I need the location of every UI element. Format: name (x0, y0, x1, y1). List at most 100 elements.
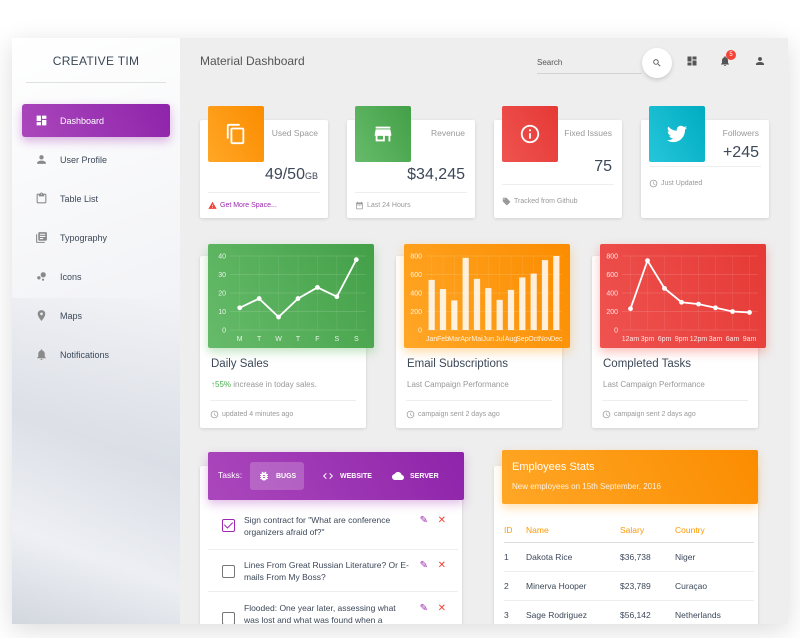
tasks-header: Tasks: BUGS WEBSITE SERVER (208, 452, 464, 500)
y-tick-label: 800 (410, 254, 422, 261)
column-header-name: Name (526, 518, 620, 543)
chart-bar (439, 289, 447, 330)
chart-footer-text: campaign sent 2 days ago (418, 411, 500, 418)
y-tick-label: 600 (410, 272, 422, 279)
cell-name: Dakota Rice (526, 542, 620, 572)
edit-icon[interactable]: ✎ (419, 515, 428, 526)
stat-footer-text: Tracked from Github (514, 198, 578, 205)
tab-server[interactable]: SERVER (384, 462, 447, 490)
column-header-id: ID (504, 518, 526, 543)
edit-icon[interactable]: ✎ (419, 603, 428, 614)
page-title[interactable]: Material Dashboard (200, 54, 305, 68)
x-tick-label: W (275, 336, 282, 343)
close-icon[interactable]: ✕ (437, 603, 446, 614)
close-icon[interactable]: ✕ (437, 515, 446, 526)
search-input[interactable]: Search (537, 52, 642, 74)
stat-card-fixed-issues: Fixed Issues 75 Tracked from Github (494, 106, 622, 218)
tab-bugs[interactable]: BUGS (250, 462, 305, 490)
code-icon (323, 473, 333, 479)
stat-label: Followers (722, 128, 759, 138)
content-copy-icon (226, 123, 245, 145)
chart-point (696, 301, 701, 307)
stat-footer: Get More Space... (208, 192, 320, 218)
chart-title: Daily Sales (211, 358, 269, 370)
chart-line (629, 258, 750, 314)
task-checkbox[interactable] (222, 612, 235, 624)
edit-icon[interactable]: ✎ (419, 560, 428, 571)
x-tick-label: Dec (550, 336, 563, 343)
chart-bar (519, 277, 526, 330)
calendar-icon (356, 201, 363, 210)
stat-footer-text: Just Updated (661, 180, 703, 187)
x-tick-label: 3pm (641, 336, 655, 343)
chart-footer: campaign sent 2 days ago (602, 400, 748, 428)
bell-icon (34, 348, 48, 362)
clock-icon (602, 410, 611, 419)
close-icon[interactable]: ✕ (437, 560, 446, 571)
chart-svg: 0 200 400 600 800 12am 3pm 6pm 9pm 12pm 3am 6am 9am (606, 254, 758, 343)
dashboard-toggle-button[interactable] (685, 54, 699, 68)
x-tick-label: 9am (743, 336, 757, 343)
divider (26, 82, 166, 83)
chart-svg: 0 200 400 600 800 Jan Feb Mar Apr Mai Jun Jul AugSep… (410, 254, 563, 344)
x-tick-label: T (296, 336, 301, 343)
chart-subtitle: ↑55% increase in today sales. (211, 380, 317, 389)
task-text: Lines From Great Russian Literature? Or … (244, 560, 409, 582)
sidebar-item-typography[interactable]: Typography (22, 221, 170, 254)
chart-point (237, 305, 243, 311)
sidebar-item-notifications[interactable]: Notifications (22, 338, 170, 371)
task-checkbox[interactable] (222, 519, 235, 532)
employees-header: Employees Stats New employees on 15th Se… (502, 450, 758, 504)
tab-website[interactable]: WEBSITE (314, 462, 380, 490)
sidebar: CREATIVE TIM Dashboard User Profile Tabl… (12, 38, 180, 624)
sidebar-item-user-profile[interactable]: User Profile (22, 143, 170, 176)
sidebar-item-label: Notifications (60, 349, 110, 360)
cell-country: Curaçao (675, 571, 754, 601)
info-outline-icon (520, 124, 540, 144)
x-tick-label: 3am (709, 336, 723, 343)
sidebar-item-table-list[interactable]: Table List (22, 182, 170, 215)
chart-point (645, 258, 650, 264)
task-checkbox[interactable] (222, 565, 235, 578)
x-tick-label: M (237, 336, 243, 343)
chart-bar (553, 256, 560, 330)
stat-card-followers: Followers +245 Just Updated (641, 106, 769, 218)
chart-subtitle: Last Campaign Performance (603, 380, 705, 389)
task-item: Lines From Great Russian Literature? Or … (208, 550, 458, 592)
x-tick-label: Feb (437, 336, 449, 343)
table-row: 3 Sage Rodriguez $56,142 Netherlands (504, 600, 754, 624)
y-tick-label: 600 (606, 272, 618, 279)
chart-bar (462, 257, 469, 330)
task-text: Flooded: One year later, assessing what … (244, 603, 396, 624)
brand-logo-text[interactable]: CREATIVE TIM (52, 54, 140, 68)
stat-footer-text: Last 24 Hours (367, 202, 411, 209)
search-button[interactable] (642, 48, 672, 78)
cell-country: Netherlands (675, 600, 754, 624)
y-tick-label: 400 (606, 291, 618, 298)
x-tick-label: F (315, 336, 319, 343)
tab-label: BUGS (276, 472, 297, 480)
sidebar-item-maps[interactable]: Maps (22, 299, 170, 332)
y-tick-label: 400 (410, 291, 422, 298)
tag-icon (502, 197, 511, 206)
chart-bar (541, 260, 549, 330)
sidebar-item-dashboard[interactable]: Dashboard (22, 104, 170, 137)
completed-tasks-card: 0 200 400 600 800 12am 3pm 6pm 9pm 12pm 3am 6am 9am … (592, 244, 766, 428)
chart-bar (485, 288, 492, 330)
cell-name: Sage Rodriguez (526, 600, 620, 624)
x-tick-label: S (354, 336, 359, 343)
cell-id: 3 (504, 600, 526, 624)
notification-badge: 5 (726, 50, 736, 60)
chart-svg: 0 10 20 30 40 M T W T F S S (218, 254, 366, 343)
sidebar-item-label: Dashboard (60, 115, 105, 126)
sidebar-item-icons[interactable]: Icons (22, 260, 170, 293)
dashboard-icon (687, 56, 697, 66)
stat-tile (355, 106, 411, 162)
chart-point (295, 296, 301, 301)
stat-tile (649, 106, 705, 162)
employees-stats-card: Employees Stats New employees on 15th Se… (494, 450, 758, 624)
user-menu-button[interactable] (753, 54, 767, 68)
chart-bar (507, 289, 515, 330)
x-tick-label: Sep (516, 336, 529, 343)
get-more-space-link[interactable]: Get More Space... (220, 202, 277, 209)
